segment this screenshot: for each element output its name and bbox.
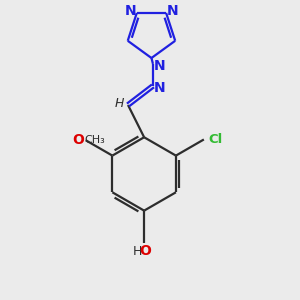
Text: Cl: Cl [208, 133, 223, 146]
Text: O: O [72, 133, 84, 147]
Text: H: H [133, 244, 142, 258]
Text: N: N [124, 4, 136, 18]
Text: O: O [140, 244, 152, 258]
Text: H: H [115, 97, 124, 110]
Text: N: N [167, 4, 178, 18]
Text: CH₃: CH₃ [84, 135, 105, 145]
Text: N: N [154, 81, 165, 95]
Text: N: N [154, 59, 165, 73]
